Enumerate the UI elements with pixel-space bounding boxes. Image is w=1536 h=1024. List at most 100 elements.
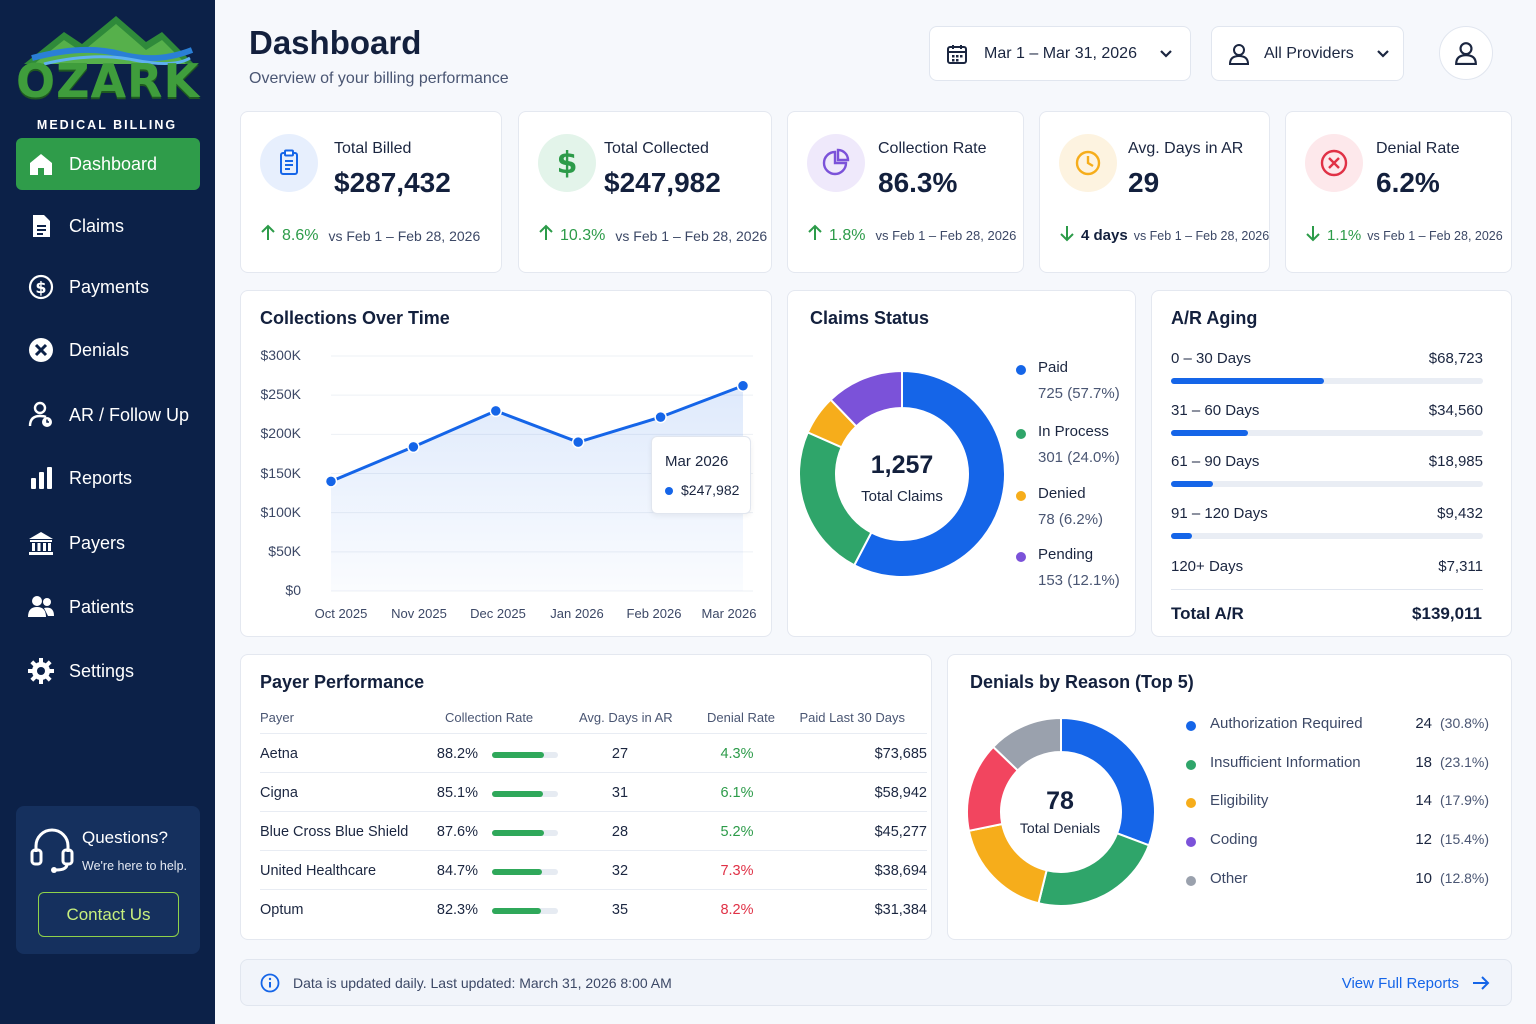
kpi-label: Avg. Days in AR	[1128, 140, 1244, 157]
collections-line-chart	[324, 355, 753, 592]
legend-label: Pending	[1038, 546, 1094, 563]
denials-title: Denials by Reason (Top 5)	[970, 672, 1194, 692]
sidebar-item-reports[interactable]: Reports	[16, 452, 200, 504]
denial-rate: 6.1%	[720, 785, 754, 801]
kpi-delta: 10.3% vs Feb 1 – Feb 28, 2026	[538, 224, 767, 247]
sidebar-item-claims[interactable]: Claims	[16, 200, 200, 252]
legend-label: Insufficient Information	[1210, 753, 1361, 771]
sidebar-item-patients[interactable]: Patients	[16, 581, 200, 633]
x-circle-icon	[1305, 134, 1363, 192]
sidebar: OZARK MEDICAL BILLING Dashboard Claims $ Pa…	[0, 0, 215, 1024]
legend-dot	[1016, 429, 1026, 439]
kpi-value: $247,982	[604, 167, 721, 198]
legend-percent: (23.1%)	[1440, 753, 1490, 770]
tooltip-label: Mar 2026	[665, 453, 729, 470]
data-point[interactable]	[407, 440, 420, 454]
x-tick-label: Feb 2026	[626, 606, 682, 621]
sidebar-item-ar-follow-up[interactable]: AR / Follow Up	[16, 389, 200, 441]
pie-icon	[807, 134, 865, 192]
data-point[interactable]	[489, 404, 503, 418]
claims-slice[interactable]	[852, 369, 1006, 578]
x-tick-label: Nov 2025	[391, 606, 447, 621]
kpi-value: 86.3%	[878, 167, 958, 198]
sidebar-item-payments[interactable]: $ Payments	[16, 261, 200, 313]
y-tick-label: $0	[285, 582, 301, 598]
kpi-comparison: vs Feb 1 – Feb 28, 2026	[615, 227, 768, 244]
x-tick-label: Mar 2026	[701, 606, 757, 621]
document-icon	[26, 211, 56, 241]
table-row[interactable]: Blue Cross Blue Shield 87.6% 28 5.2% $45,277	[260, 811, 927, 850]
sidebar-item-settings[interactable]: Settings	[16, 645, 200, 697]
denials-slice[interactable]	[1060, 716, 1156, 847]
legend-label: Authorization Required	[1210, 715, 1363, 732]
legend-label: In Process	[1038, 423, 1109, 440]
info-icon	[260, 973, 280, 993]
rate-bar-fill	[492, 830, 545, 836]
kpi-card-total-collected: $ Total Collected $247,982 10.3% vs Feb 1 – …	[518, 111, 772, 273]
table-row[interactable]: Cigna 85.1% 31 6.1% $58,942	[260, 772, 927, 811]
denials-legend-item: Coding 12 (15.4%)	[1186, 831, 1490, 853]
sidebar-item-label: Reports	[69, 467, 133, 488]
arrow-down-icon	[1059, 224, 1075, 247]
legend-dot	[1186, 837, 1196, 848]
y-tick-label: $100K	[260, 503, 301, 520]
arrow-right-icon[interactable]	[1471, 974, 1491, 992]
bank-icon	[26, 528, 56, 558]
data-point[interactable]	[654, 410, 667, 424]
ar-bucket-amount: $18,985	[1428, 453, 1483, 470]
data-point[interactable]	[324, 475, 338, 488]
legend-percent: (15.4%)	[1440, 831, 1490, 848]
rate-bar-fill	[492, 791, 543, 797]
user-icon	[1228, 43, 1250, 65]
col-avg-days: Avg. Days in AR	[579, 710, 673, 725]
sidebar-item-label: Patients	[69, 596, 135, 617]
provider-select[interactable]: All Providers	[1211, 26, 1404, 81]
contact-us-button[interactable]: Contact Us	[38, 892, 179, 937]
table-row[interactable]: Aetna 88.2% 27 4.3% $73,685	[260, 733, 927, 772]
denials-total-label: Total Denials	[1019, 820, 1101, 836]
collection-rate: 87.6%	[436, 824, 478, 840]
payer-title: Payer Performance	[260, 672, 425, 692]
ar-bucket-amount: $9,432	[1437, 505, 1483, 522]
table-row[interactable]: United Healthcare 84.7% 32 7.3% $38,694	[260, 850, 927, 889]
sidebar-item-dashboard[interactable]: Dashboard	[16, 138, 200, 190]
sidebar-item-payers[interactable]: Payers	[16, 517, 200, 569]
legend-label: Denied	[1038, 485, 1086, 502]
ar-bucket-amount: $34,560	[1428, 402, 1483, 419]
collections-line	[330, 384, 744, 483]
sidebar-item-label: AR / Follow Up	[69, 404, 190, 425]
sidebar-item-denials[interactable]: Denials	[16, 324, 200, 376]
kpi-delta-value: 4 days	[1081, 227, 1128, 244]
date-range-picker[interactable]: Mar 1 – Mar 31, 2026	[929, 26, 1191, 81]
headset-icon	[30, 828, 74, 873]
data-point[interactable]	[736, 379, 750, 393]
x-tick-label: Jan 2026	[550, 606, 604, 621]
legend-dot	[1016, 491, 1026, 501]
table-row[interactable]: Optum 82.3% 35 8.2% $31,384	[260, 889, 927, 928]
kpi-label: Collection Rate	[878, 140, 987, 157]
kpi-card-denial-rate: Denial Rate 6.2% 1.1% vs Feb 1 – Feb 28, 20…	[1285, 111, 1512, 273]
provider-label: All Providers	[1264, 44, 1354, 62]
legend-count: 10	[1415, 869, 1432, 887]
claims-donut-chart	[798, 369, 1006, 578]
col-denial-rate: Denial Rate	[707, 710, 775, 725]
claims-status-card: Claims Status 1,257 Total Claims Paid 725…	[787, 290, 1136, 637]
dollar-circle-icon: $	[26, 272, 56, 302]
user-avatar-button[interactable]	[1439, 26, 1493, 80]
denials-slice[interactable]	[1037, 831, 1151, 907]
legend-percent: (30.8%)	[1440, 715, 1490, 731]
sidebar-item-label: Settings	[69, 660, 135, 681]
kpi-comparison: vs Feb 1 – Feb 28, 2026	[328, 227, 481, 244]
denials-slice[interactable]	[991, 716, 1062, 772]
data-point[interactable]	[571, 435, 585, 449]
claims-slice[interactable]	[829, 369, 903, 428]
footer-bar: Data is updated daily. Last updated: Mar…	[240, 959, 1512, 1006]
view-full-reports-link[interactable]: View Full Reports	[1341, 975, 1459, 992]
rate-bar-track	[492, 830, 558, 836]
payer-name: Aetna	[260, 746, 298, 762]
page-title: Dashboard	[249, 24, 422, 61]
kpi-comparison: vs Feb 1 – Feb 28, 2026	[1133, 228, 1270, 243]
help-subtitle: We're here to help.	[82, 859, 187, 873]
payer-name: Blue Cross Blue Shield	[260, 824, 409, 840]
clipboard-icon	[260, 134, 318, 192]
